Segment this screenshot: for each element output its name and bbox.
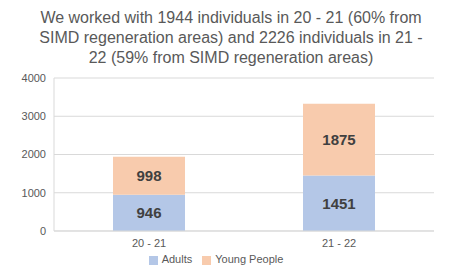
svg-text:20 - 21: 20 - 21 bbox=[132, 237, 166, 249]
svg-text:21 - 22: 21 - 22 bbox=[322, 237, 356, 249]
html-text:Adults: Adults bbox=[161, 253, 193, 265]
svg-text:946: 946 bbox=[136, 204, 161, 221]
svg-text:1875: 1875 bbox=[322, 131, 355, 148]
svg-text:4000: 4000 bbox=[22, 72, 46, 84]
svg-text:1000: 1000 bbox=[22, 187, 46, 199]
svg-text:2000: 2000 bbox=[22, 148, 46, 160]
svg-text:3000: 3000 bbox=[22, 110, 46, 122]
html-text:Young People: Young People bbox=[215, 253, 284, 265]
svg-text:1451: 1451 bbox=[322, 195, 355, 212]
html-text:We worked with 1944 individual: We worked with 1944 individuals in 20 - … bbox=[39, 9, 423, 66]
svg-text:0: 0 bbox=[40, 225, 46, 237]
svg-text:998: 998 bbox=[136, 167, 161, 184]
